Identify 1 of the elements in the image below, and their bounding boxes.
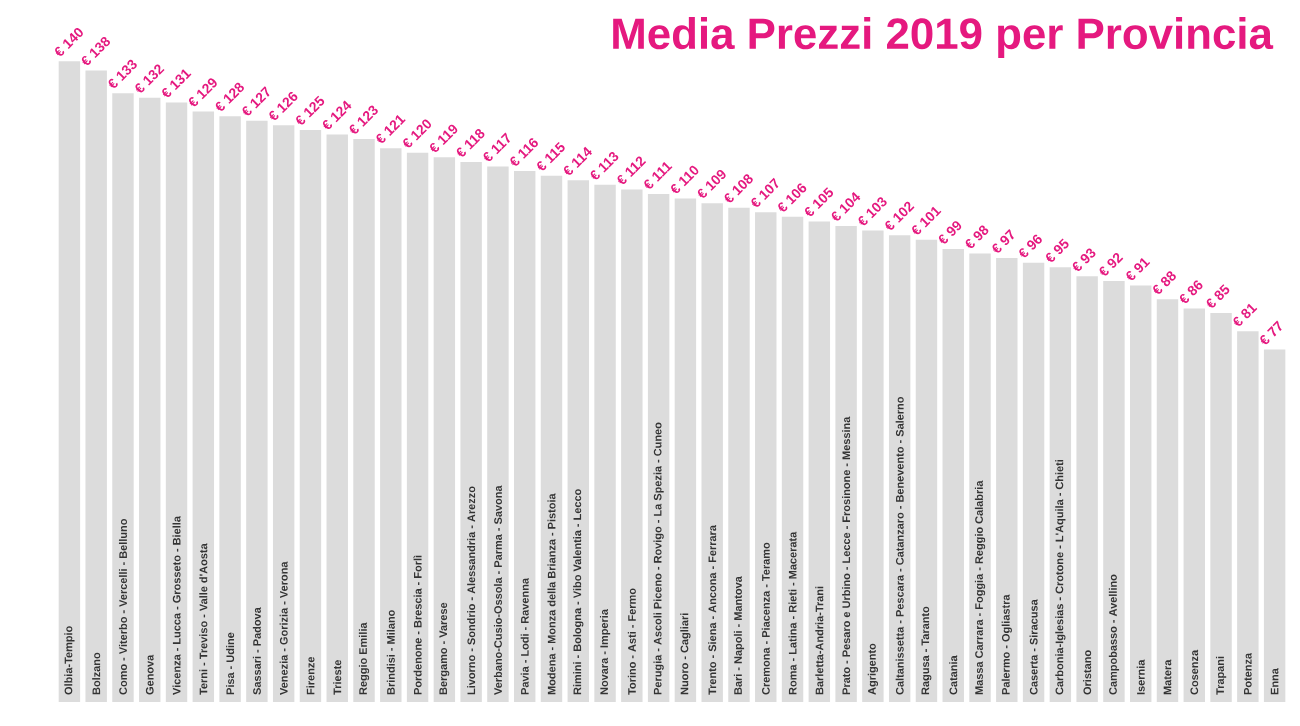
chart-title: Media Prezzi 2019 per Provincia bbox=[613, 17, 1274, 58]
